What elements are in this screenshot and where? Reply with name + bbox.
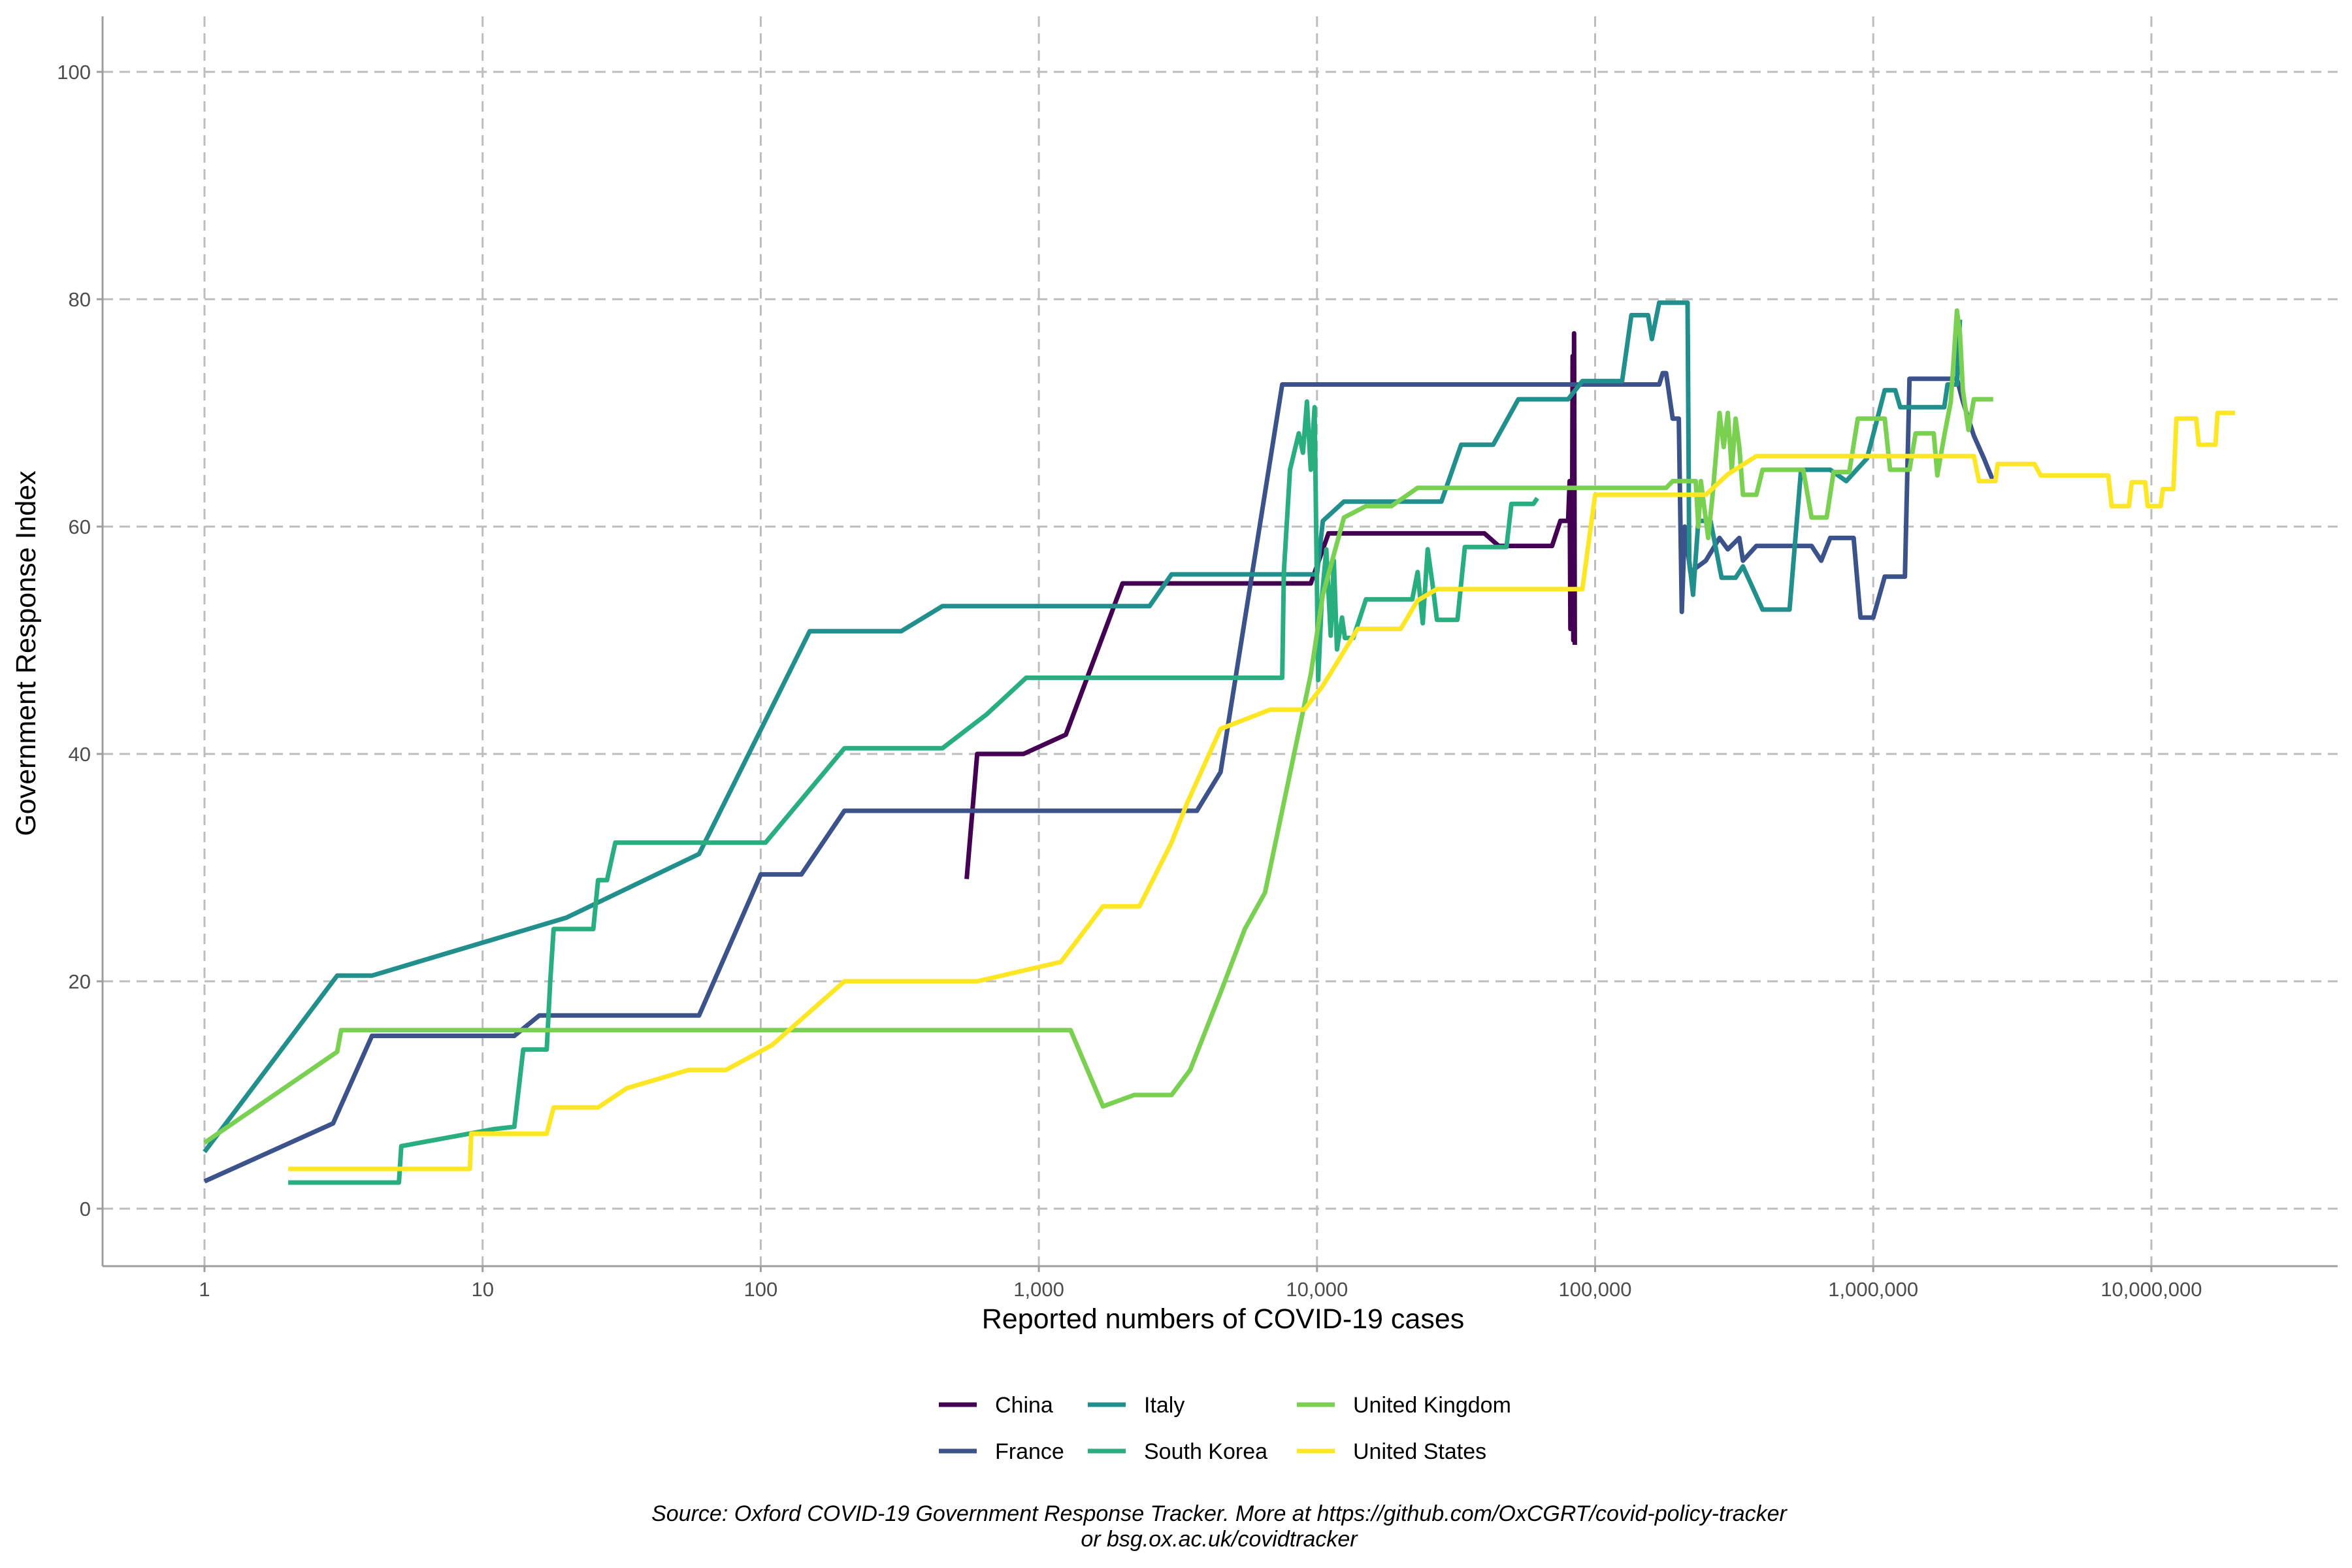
y-tick-labels: 0 20 40 60 80 100 <box>57 61 103 1220</box>
x-tick-label: 10,000 <box>1286 1278 1348 1301</box>
legend-label: South Korea <box>1144 1439 1267 1464</box>
legend-item-united-states: United States <box>1297 1439 1486 1464</box>
x-tick-label: 1,000,000 <box>1828 1278 1918 1301</box>
x-axis-title: Reported numbers of COVID-19 cases <box>982 1303 1465 1335</box>
legend-label: United States <box>1353 1439 1486 1464</box>
y-tick-label: 80 <box>69 288 91 311</box>
source-caption: Source: Oxford COVID-19 Government Respo… <box>651 1501 1788 1552</box>
x-tick-label: 10,000,000 <box>2100 1278 2202 1301</box>
x-tick-label: 100 <box>744 1278 778 1301</box>
x-tick-label: 100,000 <box>1558 1278 1631 1301</box>
legend-label: France <box>995 1439 1064 1464</box>
x-tick-label: 1 <box>199 1278 210 1301</box>
caption-line-2: or bsg.ox.ac.uk/covidtracker <box>1081 1527 1358 1552</box>
legend: China France Italy South Korea United Kingdo… <box>939 1393 1511 1464</box>
caption-line-1: Source: Oxford COVID-19 Government Respo… <box>651 1501 1788 1526</box>
y-tick-label: 20 <box>69 970 91 993</box>
legend-label: China <box>995 1393 1053 1418</box>
legend-item-united-kingdom: United Kingdom <box>1297 1393 1511 1418</box>
y-tick-label: 100 <box>57 61 91 84</box>
y-tick-label: 0 <box>80 1198 91 1220</box>
legend-label: Italy <box>1144 1393 1184 1418</box>
series-line-italy <box>203 300 1963 1154</box>
y-tick-label: 40 <box>69 743 91 766</box>
x-tick-label: 1,000 <box>1013 1278 1064 1301</box>
series-line-united-kingdom <box>203 308 1993 1145</box>
grid-lines <box>103 16 2338 1266</box>
axes <box>101 16 2338 1267</box>
legend-label: United Kingdom <box>1353 1393 1511 1418</box>
series-lines <box>203 300 2235 1185</box>
legend-item-france: France <box>939 1439 1064 1464</box>
y-axis-title: Government Response Index <box>10 470 42 836</box>
legend-item-italy: Italy <box>1088 1393 1184 1418</box>
legend-item-china: China <box>939 1393 1053 1418</box>
x-tick-label: 10 <box>471 1278 493 1301</box>
series-line-france <box>203 370 1996 1184</box>
series-line-united-states <box>288 410 2235 1171</box>
y-tick-label: 60 <box>69 515 91 538</box>
series-line-south-korea <box>288 399 1539 1185</box>
legend-item-south-korea: South Korea <box>1088 1439 1267 1464</box>
x-tick-labels: 1 10 100 1,000 10,000 100,000 1,000,000 10,000,… <box>199 1266 2202 1301</box>
